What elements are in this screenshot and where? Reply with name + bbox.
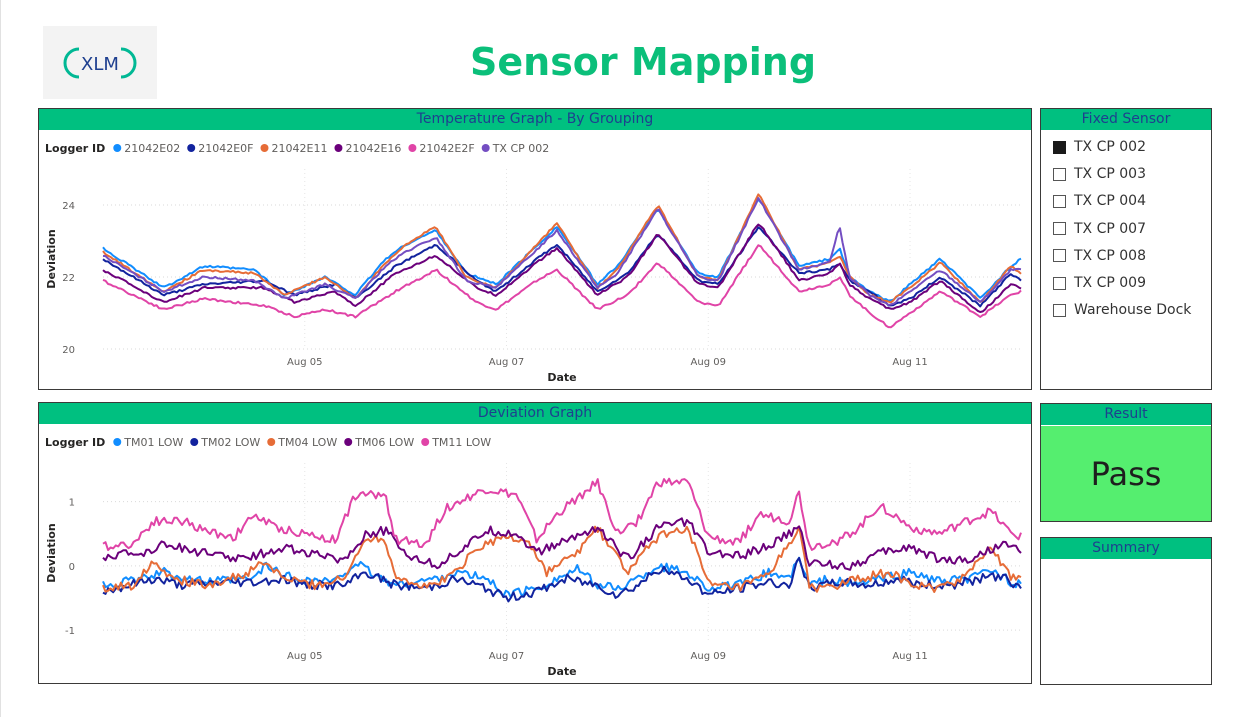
legend-item-label[interactable]: TM06 LOW [354, 436, 414, 449]
fixed-sensor-option-label: TX CP 009 [1074, 275, 1146, 291]
y-tick-label: 1 [69, 498, 75, 509]
fixed-sensor-option-label: Warehouse Dock [1074, 302, 1192, 319]
y-tick-label: -1 [65, 626, 75, 637]
x-tick-label: Aug 07 [489, 357, 524, 368]
legend-marker [113, 438, 122, 446]
checkbox-unchecked-icon[interactable] [1053, 276, 1066, 290]
page-title: Sensor Mapping [470, 40, 817, 84]
legend-marker [334, 144, 343, 152]
x-tick-label: Aug 05 [287, 651, 322, 662]
fixed-sensor-panel: Fixed Sensor TX CP 002 TX CP 003 TX CP 004… [1040, 108, 1212, 390]
x-axis-title: Date [547, 665, 576, 678]
legend-marker [260, 144, 269, 152]
series-line-tx-cp-002[interactable] [102, 197, 1022, 306]
temperature-chart-header: Temperature Graph - By Grouping [39, 109, 1031, 130]
left-rule [0, 0, 1, 717]
series-line-tm01-low[interactable] [102, 556, 1022, 599]
fixed-sensor-option-label: TX CP 003 [1074, 166, 1146, 183]
temperature-chart-panel: Temperature Graph - By Grouping 20 22 24 Au… [38, 108, 1032, 390]
fixed-sensor-option[interactable]: TX CP 003 [1053, 164, 1203, 184]
legend-item-label[interactable]: 21042E2F [419, 142, 474, 155]
fixed-sensor-header: Fixed Sensor [1041, 109, 1211, 130]
checkbox-unchecked-icon[interactable] [1053, 194, 1066, 208]
series-line-21042e11[interactable] [102, 193, 1022, 304]
deviation-chart-header: Deviation Graph [39, 403, 1031, 424]
x-tick-label: Aug 09 [691, 357, 726, 368]
fixed-sensor-option[interactable]: TX CP 002 [1053, 137, 1203, 157]
x-tick-label: Aug 07 [489, 651, 524, 662]
y-tick-label: 20 [62, 345, 75, 356]
result-panel: Result Pass [1040, 403, 1212, 522]
y-tick-label: 0 [69, 562, 75, 573]
legend-item-label[interactable]: TM02 LOW [200, 436, 260, 449]
legend-marker [267, 438, 276, 446]
y-axis-title: Deviation [45, 229, 58, 288]
x-tick-label: Aug 09 [691, 651, 726, 662]
fixed-sensor-option-label: TX CP 004 [1074, 193, 1146, 210]
legend-marker [408, 144, 417, 152]
legend-item-label[interactable]: TM11 LOW [431, 436, 491, 449]
x-tick-label: Aug 11 [892, 357, 927, 368]
checkbox-unchecked-icon[interactable] [1053, 249, 1066, 263]
x-tick-label: Aug 05 [287, 357, 322, 368]
xlm-logo-icon: XLM [63, 47, 137, 78]
deviation-chart-panel: Deviation Graph -1 0 1 Aug 05 Aug 07 Aug 09 Au… [38, 402, 1032, 684]
temperature-chart[interactable]: 20 22 24 Aug 05 Aug 07 Aug 09 Aug 11 Date Deviat… [39, 109, 1031, 389]
legend-item-label[interactable]: TX CP 002 [492, 142, 550, 155]
checkbox-unchecked-icon[interactable] [1053, 303, 1066, 317]
legend-marker [190, 438, 199, 446]
series-line-tm11-low[interactable] [102, 477, 1022, 552]
legend-item-label[interactable]: 21042E02 [124, 142, 180, 155]
y-axis-title: Deviation [45, 523, 58, 582]
legend-title: Logger ID [45, 436, 105, 449]
fixed-sensor-option-label: TX CP 002 [1074, 139, 1146, 155]
fixed-sensor-option[interactable]: TX CP 008 [1053, 246, 1203, 266]
checkbox-unchecked-icon[interactable] [1053, 222, 1066, 236]
legend-item-label[interactable]: 21042E11 [272, 142, 328, 155]
fixed-sensor-option[interactable]: TX CP 009 [1053, 273, 1203, 293]
logo-text: XLM [81, 54, 119, 75]
series-line-tm02-low[interactable] [102, 557, 1022, 603]
legend-marker [481, 144, 490, 152]
x-axis-title: Date [547, 371, 576, 384]
summary-panel: Summary [1040, 537, 1212, 685]
legend-title: Logger ID [45, 142, 105, 155]
y-tick-label: 24 [62, 201, 75, 212]
legend-marker [113, 144, 122, 152]
checkbox-checked-icon[interactable] [1053, 140, 1066, 154]
fixed-sensor-option[interactable]: TX CP 004 [1053, 191, 1203, 211]
legend-item-label[interactable]: TM04 LOW [277, 436, 337, 449]
series-line-21042e16[interactable] [102, 223, 1022, 313]
legend-marker [344, 438, 353, 446]
company-logo: XLM [43, 26, 157, 99]
legend-item-label[interactable]: 21042E16 [345, 142, 401, 155]
checkbox-unchecked-icon[interactable] [1053, 167, 1066, 181]
fixed-sensor-option[interactable]: Warehouse Dock [1053, 300, 1203, 320]
legend-item-label[interactable]: 21042E0F [198, 142, 253, 155]
fixed-sensor-option[interactable]: TX CP 007 [1053, 219, 1203, 239]
legend-marker [421, 438, 430, 446]
y-tick-label: 22 [62, 273, 75, 284]
summary-header: Summary [1041, 538, 1211, 559]
series-line-21042e2f[interactable] [102, 244, 1022, 329]
series-line-tm06-low[interactable] [102, 517, 1022, 571]
legend-item-label[interactable]: TM01 LOW [123, 436, 183, 449]
fixed-sensor-option-label: TX CP 007 [1074, 220, 1146, 237]
legend-marker [187, 144, 196, 152]
result-header: Result [1041, 404, 1211, 425]
series-line-tm04-low[interactable] [102, 525, 1022, 593]
result-value: Pass [1041, 426, 1211, 521]
x-tick-label: Aug 11 [892, 651, 927, 662]
fixed-sensor-option-label: TX CP 008 [1074, 247, 1146, 264]
